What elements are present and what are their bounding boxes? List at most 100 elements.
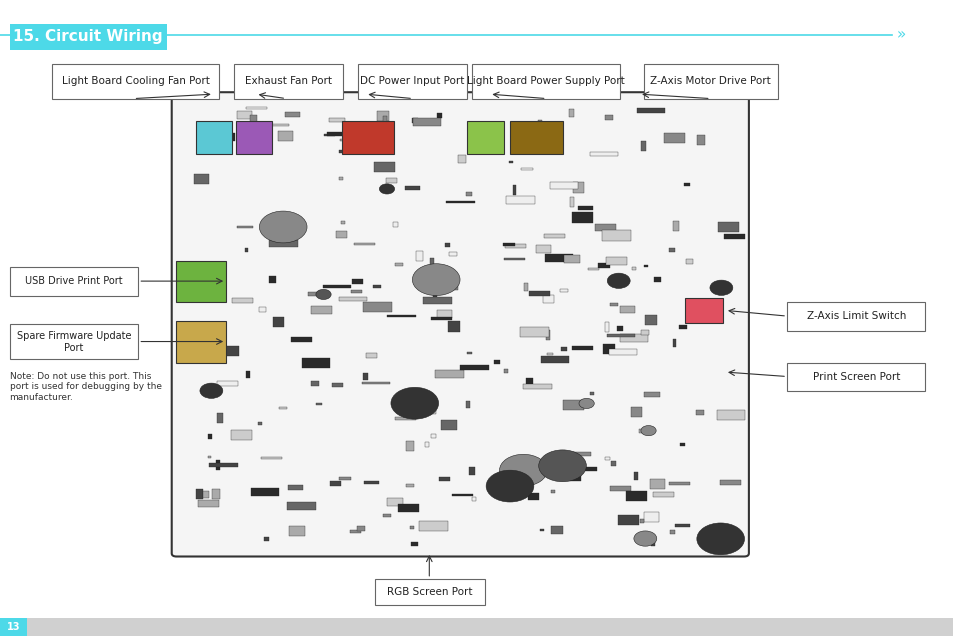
FancyBboxPatch shape <box>637 107 665 113</box>
FancyBboxPatch shape <box>465 401 469 408</box>
Text: Light Board Power Supply Port: Light Board Power Supply Port <box>467 76 624 86</box>
FancyBboxPatch shape <box>502 244 514 246</box>
FancyBboxPatch shape <box>425 442 429 447</box>
FancyBboxPatch shape <box>208 456 212 459</box>
FancyBboxPatch shape <box>410 526 414 529</box>
FancyBboxPatch shape <box>311 307 332 314</box>
FancyBboxPatch shape <box>669 530 675 534</box>
FancyBboxPatch shape <box>610 460 616 466</box>
FancyBboxPatch shape <box>195 121 232 154</box>
FancyBboxPatch shape <box>213 134 234 141</box>
FancyBboxPatch shape <box>263 537 269 541</box>
FancyBboxPatch shape <box>10 24 167 50</box>
FancyBboxPatch shape <box>544 233 565 237</box>
FancyBboxPatch shape <box>339 477 351 480</box>
FancyBboxPatch shape <box>332 384 343 387</box>
FancyBboxPatch shape <box>406 441 414 452</box>
FancyBboxPatch shape <box>504 369 508 373</box>
FancyBboxPatch shape <box>203 491 209 499</box>
FancyBboxPatch shape <box>324 134 335 136</box>
Text: RGB Screen Port: RGB Screen Port <box>387 587 472 597</box>
FancyBboxPatch shape <box>683 183 689 186</box>
FancyBboxPatch shape <box>452 494 473 496</box>
FancyBboxPatch shape <box>397 504 418 512</box>
FancyBboxPatch shape <box>269 240 297 247</box>
Circle shape <box>379 184 395 194</box>
FancyBboxPatch shape <box>291 337 312 342</box>
FancyBboxPatch shape <box>618 305 634 313</box>
FancyBboxPatch shape <box>720 480 740 485</box>
FancyBboxPatch shape <box>675 523 690 527</box>
FancyBboxPatch shape <box>602 344 614 354</box>
FancyBboxPatch shape <box>517 467 521 472</box>
Circle shape <box>709 280 732 295</box>
FancyBboxPatch shape <box>258 307 266 312</box>
FancyBboxPatch shape <box>419 521 448 531</box>
FancyBboxPatch shape <box>376 111 388 121</box>
FancyBboxPatch shape <box>311 380 318 385</box>
FancyBboxPatch shape <box>523 283 527 291</box>
Circle shape <box>315 289 331 300</box>
FancyBboxPatch shape <box>424 404 436 415</box>
Text: DC Power Input Port: DC Power Input Port <box>360 76 464 86</box>
FancyBboxPatch shape <box>672 221 678 231</box>
FancyBboxPatch shape <box>327 132 355 136</box>
FancyBboxPatch shape <box>430 434 436 438</box>
FancyBboxPatch shape <box>410 543 417 546</box>
FancyBboxPatch shape <box>467 121 503 154</box>
FancyBboxPatch shape <box>786 363 924 391</box>
FancyBboxPatch shape <box>472 497 476 501</box>
FancyBboxPatch shape <box>356 125 372 128</box>
FancyBboxPatch shape <box>717 222 738 232</box>
Text: Z-Axis Limit Switch: Z-Axis Limit Switch <box>805 312 905 321</box>
FancyBboxPatch shape <box>339 149 351 153</box>
FancyBboxPatch shape <box>387 315 416 317</box>
FancyBboxPatch shape <box>387 498 402 506</box>
FancyBboxPatch shape <box>364 136 375 139</box>
FancyBboxPatch shape <box>459 364 488 370</box>
FancyBboxPatch shape <box>260 123 289 126</box>
FancyBboxPatch shape <box>341 221 345 225</box>
Circle shape <box>486 470 534 502</box>
FancyBboxPatch shape <box>277 131 293 141</box>
FancyBboxPatch shape <box>269 275 276 283</box>
FancyBboxPatch shape <box>395 417 416 420</box>
Circle shape <box>640 425 656 436</box>
FancyBboxPatch shape <box>653 492 674 497</box>
FancyBboxPatch shape <box>210 464 238 467</box>
FancyBboxPatch shape <box>653 277 660 282</box>
FancyBboxPatch shape <box>587 268 598 270</box>
FancyBboxPatch shape <box>307 292 318 296</box>
FancyBboxPatch shape <box>195 489 203 499</box>
FancyBboxPatch shape <box>338 297 367 301</box>
FancyBboxPatch shape <box>412 118 417 123</box>
FancyBboxPatch shape <box>563 399 584 410</box>
Circle shape <box>499 454 547 486</box>
FancyBboxPatch shape <box>263 138 271 143</box>
FancyBboxPatch shape <box>644 265 648 267</box>
FancyBboxPatch shape <box>217 413 223 424</box>
Circle shape <box>633 531 656 546</box>
FancyBboxPatch shape <box>672 340 676 347</box>
FancyBboxPatch shape <box>609 486 630 491</box>
Text: »: » <box>896 27 905 43</box>
FancyBboxPatch shape <box>0 618 27 636</box>
FancyBboxPatch shape <box>288 485 303 490</box>
FancyBboxPatch shape <box>685 259 693 265</box>
FancyBboxPatch shape <box>604 457 610 460</box>
FancyBboxPatch shape <box>590 392 594 395</box>
FancyBboxPatch shape <box>260 141 264 144</box>
FancyBboxPatch shape <box>210 346 238 356</box>
FancyBboxPatch shape <box>525 467 554 469</box>
Text: Print Screen Port: Print Screen Port <box>812 372 899 382</box>
FancyBboxPatch shape <box>561 452 590 456</box>
FancyBboxPatch shape <box>723 234 744 239</box>
FancyBboxPatch shape <box>520 328 549 338</box>
FancyBboxPatch shape <box>537 120 541 128</box>
FancyBboxPatch shape <box>542 295 554 303</box>
FancyBboxPatch shape <box>362 373 368 380</box>
FancyBboxPatch shape <box>544 254 573 261</box>
FancyBboxPatch shape <box>285 112 300 117</box>
FancyBboxPatch shape <box>472 64 619 99</box>
FancyBboxPatch shape <box>569 473 580 481</box>
